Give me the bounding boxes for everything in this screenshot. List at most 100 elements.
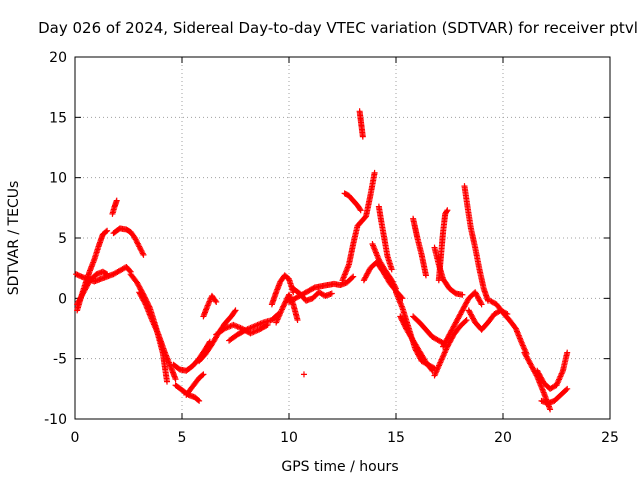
series-arc15: [268, 272, 297, 308]
data-point: [398, 316, 405, 323]
data-point: [104, 271, 111, 278]
data-point: [564, 385, 571, 392]
data-point: [520, 343, 527, 350]
data-point: [459, 291, 466, 298]
data-point: [140, 251, 147, 258]
series-arc20: [339, 169, 378, 284]
x-axis: 0 5 10 15 20 25: [71, 57, 619, 446]
data-point: [126, 267, 133, 274]
data-point: [204, 302, 211, 309]
data-point: [397, 313, 404, 320]
data-point: [356, 206, 363, 213]
x-tick-label: 5: [178, 430, 187, 446]
data-point: [286, 293, 293, 300]
data-point: [359, 133, 366, 140]
data-point: [279, 304, 286, 311]
x-tick-label: 0: [71, 430, 80, 446]
x-tick-label: 10: [280, 430, 298, 446]
data-point: [388, 266, 395, 273]
y-tick-label: 5: [58, 231, 67, 247]
data-point: [141, 300, 148, 307]
data-point: [74, 271, 81, 278]
data-point: [282, 299, 289, 306]
data-point: [205, 301, 212, 308]
data-point: [519, 341, 526, 348]
series-arc39: [538, 385, 571, 407]
data-point: [172, 376, 179, 383]
data-point: [281, 301, 288, 308]
series-arc21: [341, 190, 364, 214]
y-tick-label: 10: [49, 171, 67, 187]
series-arc24: [369, 241, 399, 292]
data-point: [113, 197, 120, 204]
series-arc7: [136, 289, 179, 383]
data-point: [195, 396, 202, 403]
data-point: [422, 272, 429, 279]
series-arc25: [375, 203, 395, 273]
data-points: [73, 108, 571, 413]
data-point: [241, 327, 248, 334]
series-arc38: [534, 349, 571, 392]
data-point: [463, 317, 470, 324]
series-arc4: [109, 197, 120, 217]
series-arc10: [183, 371, 207, 398]
data-point: [231, 308, 238, 315]
data-point: [300, 371, 307, 378]
series-arc32: [431, 317, 470, 379]
series-arc3: [74, 268, 111, 308]
x-tick-label: 25: [601, 430, 619, 446]
x-axis-label: GPS time / hours: [281, 459, 398, 475]
data-point: [477, 300, 484, 307]
data-point: [402, 324, 409, 331]
series-arc27: [397, 313, 436, 374]
data-point: [213, 298, 220, 305]
data-point: [349, 274, 356, 281]
data-point: [399, 317, 406, 324]
data-point: [103, 228, 110, 235]
data-point: [371, 169, 378, 176]
data-point: [399, 318, 406, 325]
series-arc31: [431, 244, 466, 298]
data-point: [478, 301, 485, 308]
series-arc19: [300, 371, 307, 378]
data-point: [200, 371, 207, 378]
series-arc5: [110, 225, 147, 258]
data-point: [103, 270, 110, 277]
data-point: [286, 291, 292, 298]
y-tick-label: -10: [44, 412, 67, 428]
y-tick-label: 0: [58, 291, 67, 307]
data-point: [77, 273, 84, 280]
data-point: [205, 299, 212, 306]
y-tick-label: 20: [49, 50, 67, 66]
x-tick-label: 15: [387, 430, 405, 446]
data-point: [232, 307, 239, 314]
data-point: [547, 406, 554, 413]
grid: [75, 57, 610, 419]
series-arc14: [226, 311, 282, 344]
data-point: [357, 207, 364, 214]
data-point: [280, 302, 287, 309]
series-arc6: [127, 271, 171, 385]
data-point: [443, 208, 450, 215]
data-point: [212, 297, 219, 304]
data-point: [563, 386, 570, 393]
data-point: [428, 366, 435, 373]
y-tick-label: -5: [53, 352, 67, 368]
data-point: [280, 303, 287, 310]
data-point: [350, 273, 357, 280]
series-arc18: [290, 285, 335, 304]
data-point: [104, 227, 111, 234]
x-tick-label: 20: [494, 430, 512, 446]
data-point: [164, 378, 171, 385]
series-arc22: [356, 108, 366, 140]
data-point: [462, 318, 469, 325]
chart-title: Day 026 of 2024, Sidereal Day-to-day VTE…: [38, 19, 638, 37]
data-point: [328, 290, 335, 297]
data-point: [199, 372, 206, 379]
series-arc29: [410, 215, 429, 279]
data-point: [294, 317, 301, 324]
y-axis: -10 -5 0 5 10 15 20: [44, 50, 610, 428]
y-tick-label: 15: [49, 110, 67, 126]
data-point: [444, 207, 451, 214]
data-point: [206, 298, 213, 305]
